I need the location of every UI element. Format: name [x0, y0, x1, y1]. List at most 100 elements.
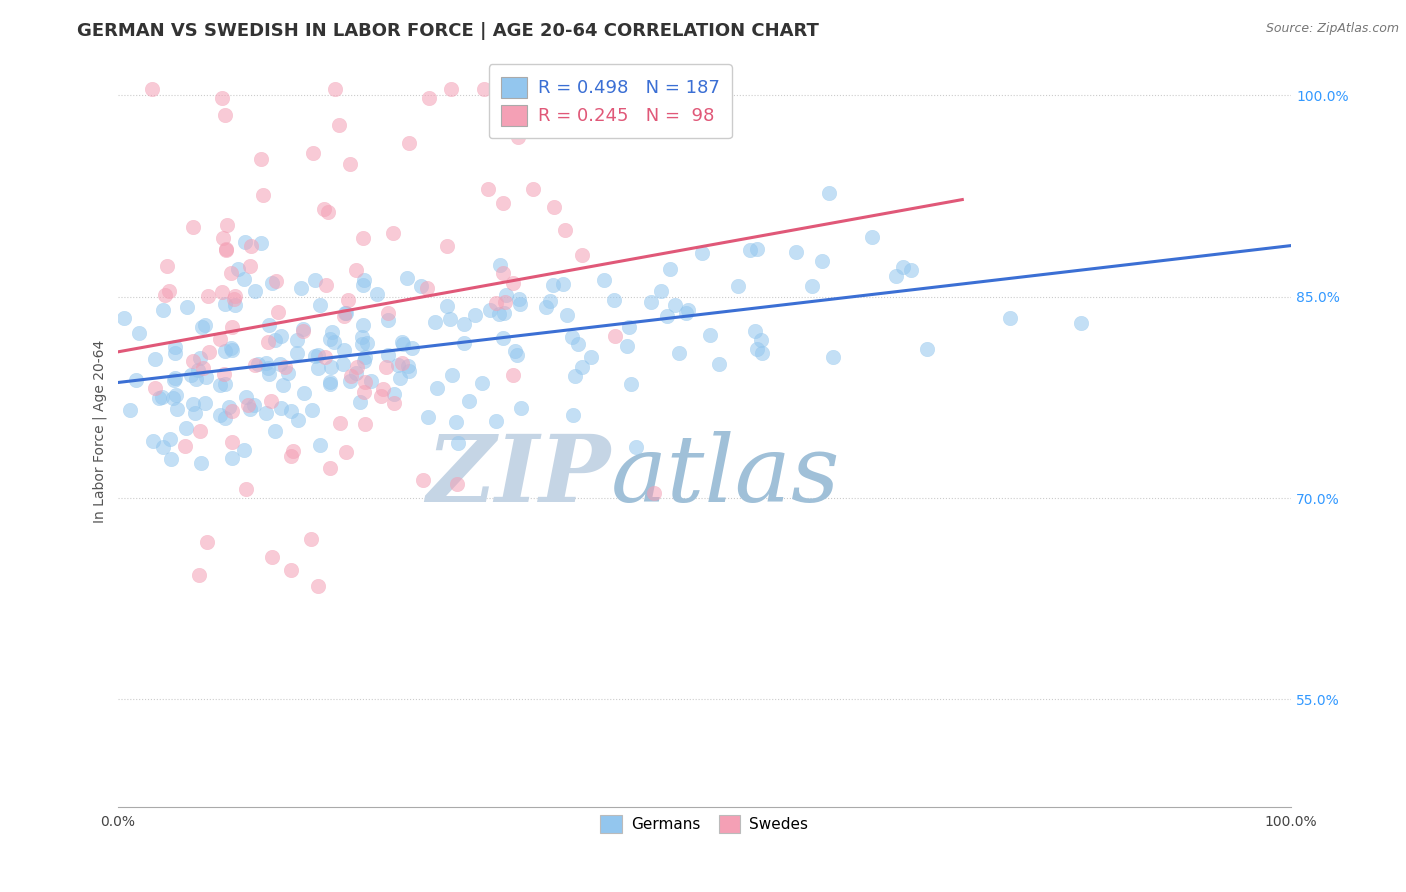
Point — [350, 337, 373, 351]
Point — [668, 345, 690, 359]
Point — [235, 390, 257, 404]
Point — [319, 359, 342, 374]
Point — [344, 263, 367, 277]
Point — [264, 274, 287, 288]
Point — [453, 336, 475, 351]
Point — [339, 157, 361, 171]
Point — [333, 309, 356, 323]
Point — [319, 376, 342, 391]
Legend: Germans, Swedes: Germans, Swedes — [593, 807, 815, 840]
Point — [335, 445, 357, 459]
Point — [699, 327, 721, 342]
Point — [891, 260, 914, 274]
Point — [392, 336, 415, 351]
Point — [509, 297, 531, 311]
Point — [301, 402, 323, 417]
Point — [118, 402, 141, 417]
Point — [333, 306, 356, 320]
Point — [398, 363, 420, 377]
Point — [299, 532, 322, 546]
Point — [464, 308, 486, 322]
Point — [176, 421, 198, 435]
Point — [373, 382, 395, 396]
Point — [221, 343, 243, 357]
Point — [194, 318, 217, 333]
Point — [492, 196, 515, 211]
Point — [233, 442, 256, 457]
Point — [617, 320, 640, 334]
Point — [240, 239, 263, 253]
Point — [256, 406, 278, 420]
Point — [208, 378, 231, 392]
Text: atlas: atlas — [610, 431, 839, 521]
Point — [389, 371, 412, 385]
Point — [264, 424, 287, 438]
Point — [747, 342, 769, 356]
Point — [239, 402, 262, 417]
Point — [266, 304, 288, 318]
Point — [277, 366, 299, 380]
Point — [252, 188, 274, 202]
Point — [208, 332, 231, 346]
Point — [471, 376, 494, 390]
Point — [208, 409, 231, 423]
Point — [492, 306, 515, 320]
Point — [339, 369, 361, 384]
Point — [148, 392, 170, 406]
Point — [152, 303, 174, 318]
Point — [262, 549, 284, 564]
Point — [173, 439, 195, 453]
Point — [346, 366, 368, 380]
Point — [304, 349, 326, 363]
Point — [567, 336, 589, 351]
Point — [360, 374, 382, 388]
Point — [564, 369, 586, 384]
Point — [643, 486, 665, 500]
Point — [224, 293, 246, 307]
Point — [541, 277, 564, 292]
Point — [352, 231, 374, 245]
Point — [690, 246, 713, 260]
Point — [495, 288, 517, 302]
Point — [159, 432, 181, 446]
Point — [315, 277, 337, 292]
Point — [232, 272, 254, 286]
Point — [257, 367, 280, 381]
Point — [640, 295, 662, 310]
Point — [744, 324, 766, 338]
Point — [616, 339, 638, 353]
Point — [329, 416, 352, 430]
Point — [522, 182, 544, 196]
Point — [354, 350, 377, 364]
Point — [215, 243, 238, 257]
Point — [336, 293, 359, 307]
Point — [319, 460, 342, 475]
Point — [534, 300, 557, 314]
Point — [506, 348, 529, 362]
Point — [602, 293, 624, 307]
Point — [215, 219, 238, 233]
Point — [181, 354, 204, 368]
Point — [211, 285, 233, 300]
Point — [307, 348, 329, 362]
Point — [446, 476, 468, 491]
Point — [250, 235, 273, 250]
Point — [426, 381, 449, 395]
Point — [187, 363, 209, 377]
Point — [886, 268, 908, 283]
Point — [605, 328, 627, 343]
Point — [339, 374, 361, 388]
Point — [678, 303, 700, 318]
Point — [224, 288, 246, 302]
Point — [254, 356, 277, 370]
Point — [915, 342, 938, 356]
Text: GERMAN VS SWEDISH IN LABOR FORCE | AGE 20-64 CORRELATION CHART: GERMAN VS SWEDISH IN LABOR FORCE | AGE 2… — [77, 22, 820, 40]
Point — [453, 318, 475, 332]
Point — [333, 343, 356, 358]
Point — [356, 336, 378, 351]
Point — [366, 287, 388, 301]
Point — [751, 345, 773, 359]
Point — [221, 451, 243, 466]
Point — [571, 360, 593, 375]
Point — [236, 398, 259, 412]
